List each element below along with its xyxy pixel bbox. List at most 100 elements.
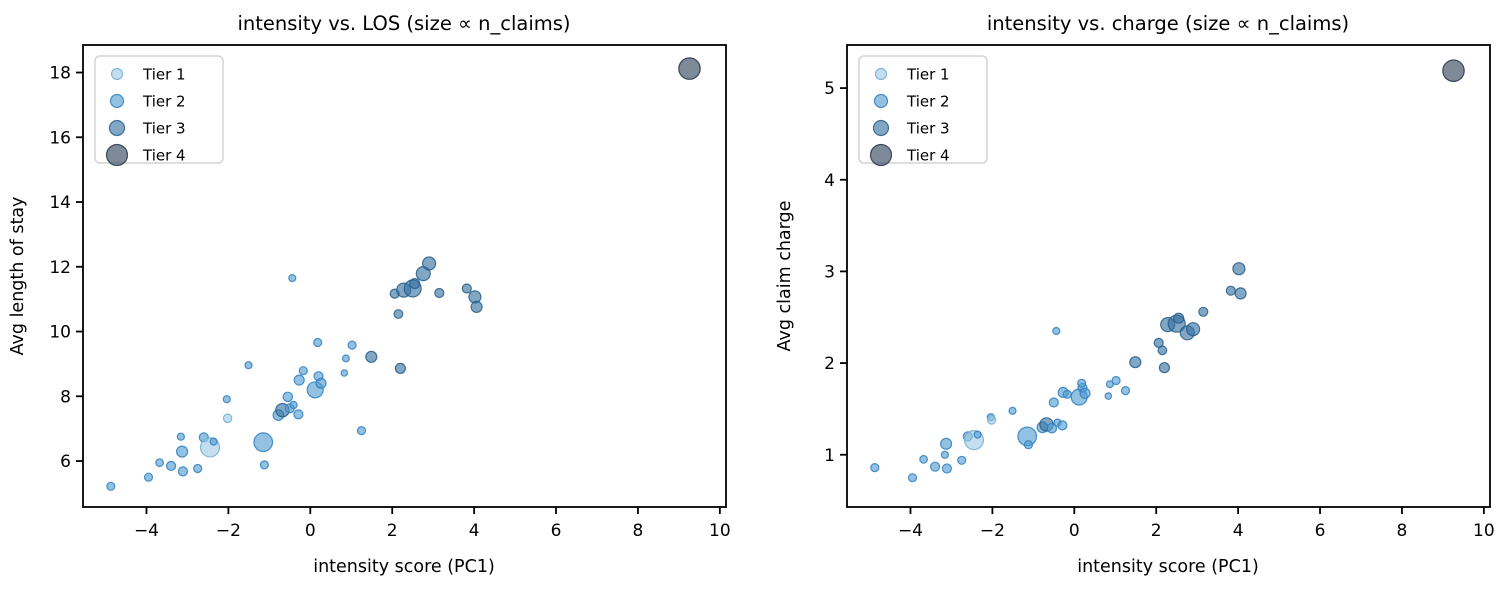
y-tick-label: 10 <box>49 323 71 343</box>
scatter-point <box>1129 356 1142 369</box>
scatter-point <box>1057 420 1068 431</box>
scatter-point <box>177 466 188 477</box>
scatter-point <box>1234 287 1247 300</box>
scatter-point <box>341 354 350 363</box>
scatter-point <box>1185 322 1201 337</box>
scatter-point <box>409 278 421 290</box>
scatter-point <box>340 369 349 377</box>
right-x-axis-label: intensity score (PC1) <box>1077 557 1259 577</box>
scatter-point <box>1158 362 1171 374</box>
scatter-point <box>288 274 297 283</box>
y-tick-label: 8 <box>60 387 71 407</box>
scatter-point <box>315 377 327 389</box>
x-tick-label: 4 <box>469 521 480 541</box>
scatter-point <box>929 461 941 472</box>
scatter-point <box>176 445 189 458</box>
legend-marker <box>874 67 888 81</box>
scatter-point <box>356 426 367 436</box>
legend-item-label: Tier 2 <box>142 93 186 111</box>
legend-item-label: Tier 1 <box>142 66 186 84</box>
axes-spines <box>846 44 1491 508</box>
scatter-point <box>176 432 185 441</box>
plot-panel: −4 −2 0 2 4 6 8 10 6 8 10 12 14 16 18 Tier 1 Tier 2 Tier … <box>49 44 731 541</box>
x-tick-label: 0 <box>305 521 316 541</box>
y-tick-label: 14 <box>49 193 71 213</box>
scatter-point <box>957 455 967 465</box>
scatter-point <box>461 283 472 294</box>
x-tick-label: −4 <box>898 521 923 541</box>
scatter-point <box>298 366 308 376</box>
scatter-point <box>222 413 233 424</box>
scatter-point <box>940 450 950 459</box>
scatter-point <box>1079 387 1091 399</box>
scatter-point <box>166 460 177 471</box>
scatter-point <box>1048 397 1059 408</box>
scatter-point <box>365 350 378 363</box>
scatter-point <box>1120 386 1131 396</box>
scatter-point <box>394 362 406 374</box>
legend-box <box>94 55 224 164</box>
scatter-point <box>1023 440 1034 450</box>
legend-marker <box>105 143 129 167</box>
scatter-point <box>1105 380 1114 389</box>
y-tick-label: 16 <box>49 128 71 148</box>
scatter-point <box>422 256 437 271</box>
y-tick-label: 1 <box>824 446 835 466</box>
x-tick-label: −2 <box>216 521 241 541</box>
x-tick-label: 10 <box>1473 521 1495 541</box>
scatter-point <box>919 454 928 464</box>
x-tick-label: 4 <box>1233 521 1244 541</box>
legend-marker <box>872 119 890 137</box>
scatter-point <box>434 287 445 299</box>
legend-item-label: Tier 2 <box>906 93 950 111</box>
x-tick-label: 0 <box>1069 521 1080 541</box>
scatter-point <box>1198 306 1209 317</box>
x-tick-label: −2 <box>980 521 1005 541</box>
scatter-point <box>1077 378 1087 388</box>
scatter-point <box>678 57 701 80</box>
y-tick-label: 5 <box>824 79 835 99</box>
scatter-point <box>1442 59 1465 82</box>
y-tick-label: 12 <box>49 258 71 278</box>
legend-marker <box>109 93 125 109</box>
left-y-axis-label: Avg length of stay <box>8 197 28 356</box>
x-tick-label: 6 <box>1315 521 1326 541</box>
scatter-point <box>313 337 323 348</box>
scatter-point <box>1046 422 1058 434</box>
scatter-point <box>470 300 483 313</box>
scatter-point <box>986 415 997 425</box>
y-tick-label: 4 <box>824 171 835 191</box>
x-tick-label: 6 <box>551 521 562 541</box>
legend-item-label: Tier 4 <box>142 147 186 165</box>
scatter-point <box>1173 312 1185 324</box>
y-tick-label: 6 <box>60 452 71 472</box>
right-plot-title: intensity vs. charge (size ∝ n_claims) <box>987 12 1349 35</box>
x-tick-label: 2 <box>387 521 398 541</box>
y-tick-label: 2 <box>824 354 835 374</box>
scatter-point <box>253 432 274 453</box>
scatter-point <box>293 374 305 386</box>
scatter-point <box>941 463 953 474</box>
scatter-point <box>939 437 953 450</box>
scatter-point <box>1232 262 1246 276</box>
scatter-point <box>1008 406 1017 415</box>
scatter-point <box>1062 389 1072 399</box>
scatter-point <box>1052 326 1061 336</box>
x-tick-label: 8 <box>1397 521 1408 541</box>
scatter-point <box>1153 337 1164 348</box>
legend-marker <box>108 119 126 137</box>
scatter-point <box>209 437 218 446</box>
y-tick-label: 3 <box>824 262 835 282</box>
scatter-point <box>244 361 253 370</box>
legend-item-label: Tier 3 <box>906 120 950 138</box>
scatter-point <box>282 391 294 403</box>
legend-marker <box>110 67 124 81</box>
legend-item-label: Tier 1 <box>906 66 950 84</box>
left-plot-title: intensity vs. LOS (size ∝ n_claims) <box>237 12 570 35</box>
scatter-point <box>1104 392 1113 400</box>
x-tick-label: −4 <box>134 521 159 541</box>
scatter-point <box>222 395 231 404</box>
